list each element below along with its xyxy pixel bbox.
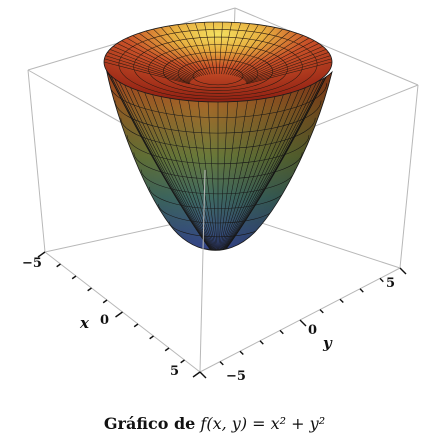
mesh-cup-radial [177,24,209,75]
mesh-cup-radial [160,27,204,76]
mesh-cup-radial [246,55,331,83]
mesh-cup-radial [107,52,191,82]
y-axis-tick [399,267,407,275]
y-tick-label-max: 5 [386,276,395,291]
mesh-cup-radial [203,22,215,75]
mesh-cup-radial [121,40,195,79]
mesh-cup-radial [116,43,193,80]
y-axis-label: y [322,334,333,352]
x-axis-tick [37,251,46,258]
x-axis-tick [164,347,170,352]
mesh-cup-radial [126,37,196,79]
mesh-cup-radial [218,22,223,75]
mesh-cup-radial [145,30,201,77]
mesh-cup-radial [229,25,268,76]
x-axis-tick [71,275,77,280]
mesh-cup-radial [244,49,327,82]
mesh-cup-radial [105,55,190,83]
y-axis-tick [219,361,224,366]
mesh-cup-radial [221,22,233,75]
mesh-cup-radial [213,22,218,75]
mesh-cup-radial [239,35,304,78]
y-axis-tick [359,288,364,293]
x-axis-tick [115,311,123,318]
mesh-cup-radial [225,23,250,75]
x-axis-tick [102,299,108,304]
y-tick-label-min: −5 [226,369,246,384]
x-axis-label: x [79,314,90,332]
x-axis-tick [192,371,201,378]
mesh-cup-ring [177,59,259,88]
mesh-cup-radial [244,46,323,81]
mesh-cup-radial [138,32,199,78]
surface-plot: −5 0 5 −5 0 5 x y [22,7,419,384]
mesh-cup-radial [235,30,291,77]
mesh-cup-radial [237,32,298,78]
y-tick-label-mid: 0 [308,323,317,338]
mesh-cup-radial [232,27,276,76]
x-axis-tick [56,263,61,268]
y-axis-tick [239,350,244,355]
axis-ticks [37,251,407,379]
y-axis-tick [199,371,207,379]
mesh-cup-radial [153,28,203,76]
caption-prefix: Gráfico de [103,414,196,433]
mesh-cup-radial [186,23,211,75]
mesh-cup-radial [227,24,259,75]
mesh-cup-ring [133,36,303,97]
caption-formula: f(x, y) = x² + y² [200,414,326,433]
paraboloid-surface [103,21,333,251]
mesh-cup-radial [113,46,192,81]
y-axis-tick [319,309,324,314]
x-tick-label-min: −5 [22,256,42,271]
x-tick-label-max: 5 [170,364,179,379]
mesh-cup-radial [243,43,320,80]
y-axis-tick [339,298,344,303]
x-axis-tick [87,287,92,292]
mesh-cup-radial [104,61,190,85]
x-axis-tick [149,335,154,340]
y-axis-tick [379,277,384,283]
mesh-cup-radial [240,37,310,79]
y-axis-tick [299,319,307,327]
figure-caption: Gráfico de f(x, y) = x² + y² [0,414,429,433]
mesh-cup-radial [241,40,315,79]
x-axis-tick [180,359,185,364]
y-axis-tick [279,329,284,335]
mesh-cup-ring [163,51,273,91]
mesh-cup-radial [233,28,283,76]
mesh-cup-radial [194,22,213,75]
mesh-cup-radial [104,58,190,84]
mesh-cup-radial [246,58,332,84]
mesh-cup-radial [109,49,192,82]
mesh-cup-ring [192,66,244,86]
mesh-cup-radial [132,35,197,78]
mesh-cup-ring [118,29,318,100]
mesh-cup-radial [245,52,329,82]
y-axis-tick [259,340,264,345]
x-tick-label-mid: 0 [100,313,109,328]
mesh-cup-radial [223,22,242,75]
mesh-cup-radial [246,61,332,85]
mesh-cup-radial [168,25,207,76]
x-axis-tick [133,323,139,328]
